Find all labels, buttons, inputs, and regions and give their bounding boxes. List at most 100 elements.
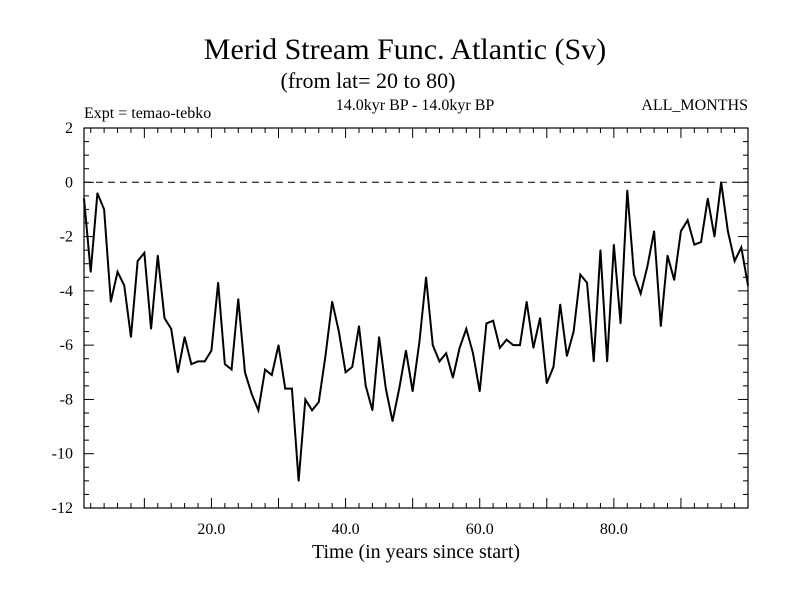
data-point (190, 363, 193, 365)
data-point (619, 322, 622, 325)
data-point (700, 241, 702, 243)
data-point (472, 352, 474, 355)
series-line (83, 182, 749, 481)
data-point (89, 271, 92, 273)
data-point (686, 219, 689, 222)
y-tick-label: -4 (60, 283, 73, 300)
data-point (116, 271, 119, 273)
data-point (264, 368, 266, 371)
data-point (371, 409, 374, 412)
data-point (270, 374, 273, 376)
data-point (411, 390, 414, 393)
data-point (277, 344, 280, 346)
data-point (747, 284, 749, 287)
data-point (452, 376, 454, 379)
data-point (512, 344, 515, 346)
data-point (572, 330, 575, 333)
data-point (579, 273, 582, 276)
months-label: ALL_MONTHS (641, 97, 748, 114)
data-point (425, 276, 427, 279)
data-point (391, 420, 394, 422)
data-point (525, 300, 528, 303)
data-point (559, 303, 562, 306)
x-tick-labels: 20.0 40.0 60.0 80.0 (197, 521, 627, 538)
data-point (492, 319, 494, 322)
data-point (217, 281, 219, 284)
data-point (478, 390, 481, 393)
data-point (311, 409, 313, 412)
y-tick-label: -6 (60, 337, 73, 354)
data-point (210, 349, 213, 352)
data-point (606, 360, 608, 363)
data-point (257, 409, 260, 412)
data-point (438, 360, 441, 363)
data-point (197, 360, 199, 363)
data-point (465, 328, 468, 330)
data-point (666, 254, 669, 257)
data-point (545, 382, 548, 384)
data-point (324, 355, 327, 357)
data-point (519, 344, 521, 346)
data-point (458, 347, 461, 349)
data-point (727, 230, 729, 232)
data-point (431, 344, 434, 346)
y-tick-label: -8 (60, 391, 73, 408)
data-point (237, 298, 240, 300)
data-point (405, 349, 407, 352)
period-label: 14.0kyr BP - 14.0kyr BP (336, 97, 495, 114)
x-tick-label: 60.0 (466, 521, 494, 538)
chart-title: Merid Stream Func. Atlantic (Sv) (204, 33, 606, 66)
plot-frame (83, 127, 749, 509)
data-point (673, 279, 676, 281)
data-point (706, 197, 709, 200)
data-points (83, 181, 749, 482)
data-point (660, 325, 662, 327)
data-point (680, 230, 682, 232)
data-point (250, 393, 253, 395)
data-point (378, 336, 380, 338)
data-point (586, 281, 588, 284)
data-point (532, 347, 535, 349)
data-point (364, 385, 367, 387)
data-point (693, 243, 696, 246)
data-point (203, 360, 206, 363)
data-point (230, 368, 233, 371)
y-tick-label: -10 (52, 446, 73, 463)
data-point (633, 273, 635, 276)
data-point (485, 322, 488, 325)
data-point (103, 208, 105, 211)
data-point (156, 254, 159, 257)
data-point (123, 284, 126, 287)
data-point (713, 235, 716, 238)
data-point (613, 243, 615, 246)
data-point (150, 328, 152, 330)
data-point (385, 387, 387, 390)
y-tick-label: 0 (65, 174, 73, 191)
data-point (183, 336, 186, 338)
x-axis-label: Time (in years since start) (312, 541, 520, 563)
x-tick-label: 40.0 (332, 521, 360, 538)
y-tick-labels: 2 0 -2 -4 -6 -8 -10 -12 (52, 120, 73, 517)
data-point (592, 360, 595, 363)
x-tick-label: 80.0 (600, 521, 628, 538)
data-point (177, 371, 179, 374)
data-point (130, 336, 132, 338)
data-point (163, 317, 166, 319)
data-point (344, 371, 347, 374)
data-point (136, 260, 139, 262)
data-point (304, 398, 307, 401)
data-point (720, 181, 722, 184)
data-point (599, 249, 602, 251)
data-point (445, 352, 447, 355)
data-point (505, 338, 508, 341)
y-tick-label: -2 (60, 229, 73, 246)
axis-ticks (84, 128, 748, 508)
data-point (639, 292, 642, 295)
data-point (539, 317, 541, 319)
data-point (733, 260, 736, 262)
x-tick-label: 20.0 (197, 521, 225, 538)
data-point (110, 300, 112, 303)
data-point (626, 189, 629, 192)
data-point (143, 252, 146, 254)
data-point (291, 387, 293, 390)
